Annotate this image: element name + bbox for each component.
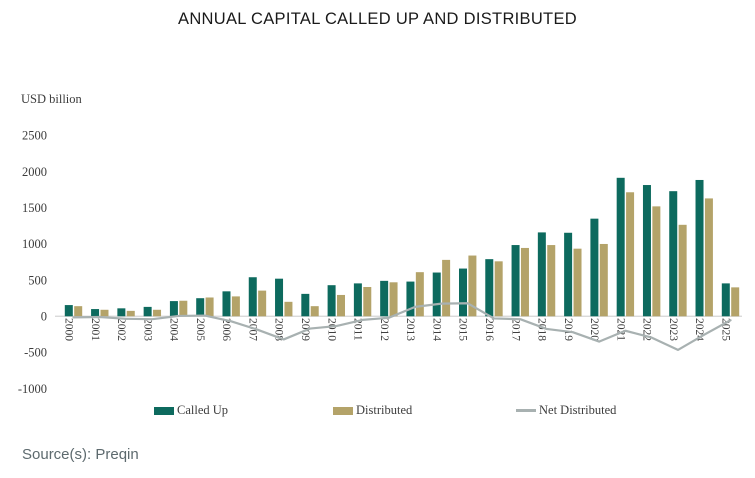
x-tick-label-2023: 2023 bbox=[667, 318, 679, 341]
source-note: Source(s): Preqin bbox=[22, 446, 139, 463]
bar-distributed-2012 bbox=[389, 282, 398, 317]
y-tick-label-1000: 1000 bbox=[22, 237, 47, 251]
bar-called-up-2000 bbox=[64, 305, 73, 317]
bar-distributed-2015 bbox=[468, 255, 477, 317]
legend-item-called-up: Called Up bbox=[154, 403, 228, 418]
bar-called-up-2020 bbox=[590, 218, 599, 317]
bar-distributed-2025 bbox=[731, 287, 740, 317]
y-tick-label--1000: -1000 bbox=[18, 382, 47, 396]
bar-distributed-2002 bbox=[126, 310, 135, 317]
y-tick-label-2500: 2500 bbox=[22, 129, 47, 143]
bar-called-up-2001 bbox=[91, 309, 100, 317]
bar-distributed-2022 bbox=[652, 206, 661, 317]
x-tick-label-2019: 2019 bbox=[562, 318, 574, 341]
legend-item-net-distributed: Net Distributed bbox=[516, 403, 616, 418]
bar-distributed-2003 bbox=[153, 309, 162, 317]
x-tick-label-2003: 2003 bbox=[141, 318, 153, 341]
bar-called-up-2002 bbox=[117, 308, 126, 317]
bar-distributed-2005 bbox=[205, 297, 214, 317]
bar-distributed-2023 bbox=[678, 224, 687, 317]
x-tick-label-2002: 2002 bbox=[115, 318, 127, 341]
bar-called-up-2014 bbox=[432, 272, 441, 317]
bar-called-up-2024 bbox=[695, 179, 704, 317]
bar-distributed-2020 bbox=[599, 243, 608, 317]
y-axis-unit-label: USD billion bbox=[21, 92, 82, 106]
chart-legend: Called Up Distributed Net Distributed bbox=[0, 403, 755, 419]
bar-called-up-2015 bbox=[459, 268, 467, 317]
bar-distributed-2014 bbox=[442, 259, 451, 317]
bar-called-up-2018 bbox=[537, 232, 546, 317]
x-tick-label-2015: 2015 bbox=[457, 318, 469, 341]
bar-distributed-2017 bbox=[520, 247, 529, 317]
bar-called-up-2012 bbox=[380, 280, 389, 317]
bar-called-up-2011 bbox=[353, 283, 362, 317]
bar-called-up-2006 bbox=[222, 291, 231, 317]
bar-called-up-2019 bbox=[564, 232, 573, 317]
x-tick-label-2018: 2018 bbox=[536, 318, 548, 341]
bar-called-up-2013 bbox=[406, 281, 415, 317]
bar-distributed-2006 bbox=[231, 296, 240, 317]
x-tick-label-2012: 2012 bbox=[378, 318, 390, 341]
bar-distributed-2008 bbox=[284, 301, 293, 317]
x-tick-label-2001: 2001 bbox=[89, 318, 101, 341]
chart-canvas: 2500 2000 1500 1000 500 0 -500 -1000 2000 2001 200… bbox=[18, 129, 742, 396]
x-tick-label-2021: 2021 bbox=[614, 318, 626, 341]
y-tick-label-500: 500 bbox=[28, 273, 47, 287]
x-tick-label-2017: 2017 bbox=[509, 318, 521, 341]
legend-label-distributed: Distributed bbox=[356, 403, 413, 417]
bar-distributed-2011 bbox=[363, 286, 372, 317]
x-tick-label-2010: 2010 bbox=[325, 318, 337, 341]
bar-called-up-2010 bbox=[327, 285, 336, 317]
bar-called-up-2008 bbox=[275, 278, 284, 317]
chart-title: ANNUAL CAPITAL CALLED UP AND DISTRIBUTED bbox=[178, 10, 577, 28]
bar-distributed-2018 bbox=[547, 245, 556, 317]
x-tick-label-2013: 2013 bbox=[404, 318, 416, 341]
y-tick-label-0: 0 bbox=[41, 309, 47, 323]
x-tick-label-2011: 2011 bbox=[352, 318, 364, 341]
bar-called-up-2003 bbox=[143, 306, 152, 317]
legend-swatch-distributed-icon bbox=[333, 406, 353, 415]
bar-distributed-2013 bbox=[415, 272, 424, 317]
y-tick-label--500: -500 bbox=[24, 346, 47, 360]
legend-label-net-distributed: Net Distributed bbox=[539, 403, 617, 417]
bar-called-up-2021 bbox=[616, 177, 625, 317]
x-tick-label-2016: 2016 bbox=[483, 318, 495, 341]
bar-called-up-2023 bbox=[669, 191, 678, 317]
bar-distributed-2010 bbox=[337, 294, 345, 317]
bar-called-up-2017 bbox=[511, 245, 520, 317]
x-tick-label-2007: 2007 bbox=[246, 318, 258, 341]
x-tick-label-2000: 2000 bbox=[63, 318, 75, 341]
x-tick-label-2020: 2020 bbox=[588, 318, 600, 341]
legend-swatch-net-distributed-icon bbox=[516, 409, 536, 412]
bar-called-up-2005 bbox=[196, 298, 205, 317]
legend-swatch-called-up-icon bbox=[154, 406, 174, 415]
bar-distributed-2024 bbox=[704, 198, 713, 317]
bar-distributed-2004 bbox=[179, 300, 188, 317]
bar-distributed-2021 bbox=[626, 192, 635, 317]
y-tick-label-1500: 1500 bbox=[22, 201, 47, 215]
bar-distributed-2016 bbox=[494, 261, 503, 317]
y-tick-label-2000: 2000 bbox=[22, 165, 47, 179]
bar-distributed-2007 bbox=[258, 290, 267, 317]
bar-distributed-2000 bbox=[74, 306, 83, 317]
x-tick-label-2004: 2004 bbox=[168, 318, 180, 341]
bar-called-up-2016 bbox=[485, 259, 494, 317]
bar-called-up-2004 bbox=[169, 301, 178, 317]
bar-called-up-2025 bbox=[721, 283, 730, 317]
x-tick-label-2005: 2005 bbox=[194, 318, 206, 341]
net-distributed-line bbox=[72, 302, 732, 352]
bar-distributed-2019 bbox=[573, 248, 582, 317]
bar-distributed-2001 bbox=[100, 309, 109, 317]
x-tick-label-2006: 2006 bbox=[220, 318, 232, 341]
bar-called-up-2007 bbox=[248, 277, 257, 317]
legend-item-distributed: Distributed bbox=[333, 403, 412, 418]
bar-called-up-2022 bbox=[642, 185, 651, 317]
bar-called-up-2009 bbox=[301, 293, 310, 317]
x-tick-label-2014: 2014 bbox=[430, 318, 442, 341]
legend-label-called-up: Called Up bbox=[177, 403, 229, 417]
bar-distributed-2009 bbox=[310, 306, 319, 317]
